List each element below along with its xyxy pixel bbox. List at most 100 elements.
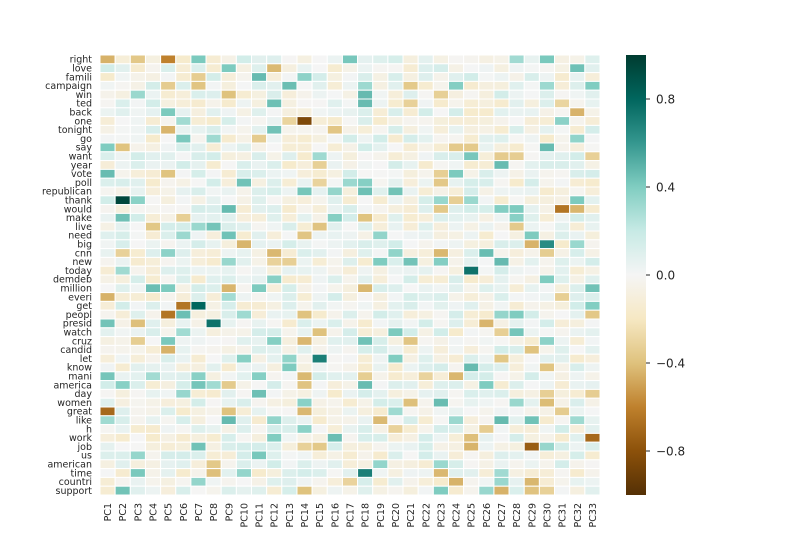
- heatmap-cell: [538, 186, 556, 197]
- column-label: PC11: [255, 503, 266, 527]
- heatmap-cell: [144, 406, 162, 417]
- heatmap-cell: [326, 63, 343, 74]
- heatmap-cell: [296, 204, 313, 214]
- heatmap-cell: [205, 362, 222, 373]
- heatmap-cell: [432, 432, 449, 443]
- heatmap-cell: [114, 72, 131, 82]
- heatmap-cell: [326, 98, 343, 109]
- heatmap-cell: [160, 133, 177, 144]
- heatmap-cell: [220, 450, 237, 461]
- heatmap-cell: [432, 397, 449, 408]
- heatmap-cell: [144, 256, 162, 267]
- heatmap-cell: [341, 424, 359, 434]
- heatmap-cell: [235, 168, 253, 179]
- heatmap-cell: [478, 318, 495, 329]
- heatmap-cell: [341, 80, 359, 91]
- row-label: go: [80, 134, 92, 145]
- heatmap-cell: [235, 424, 253, 434]
- heatmap-cell: [538, 415, 556, 426]
- heatmap-cell: [463, 476, 480, 487]
- heatmap-cell: [190, 371, 207, 382]
- heatmap-cell: [417, 292, 434, 302]
- heatmap-cell: [508, 450, 525, 461]
- heatmap-cell: [190, 142, 207, 153]
- heatmap-cell: [311, 186, 328, 197]
- heatmap-cell: [220, 54, 237, 65]
- heatmap-cell: [114, 204, 131, 214]
- heatmap-cell: [144, 318, 162, 329]
- heatmap-cell: [311, 300, 328, 311]
- heatmap-cell: [387, 415, 404, 426]
- heatmap-cell: [478, 476, 495, 487]
- row-label: candid: [60, 345, 92, 356]
- heatmap-cell: [205, 230, 222, 241]
- heatmap-cell: [554, 204, 571, 214]
- heatmap-cell: [160, 107, 177, 118]
- heatmap-cell: [447, 151, 465, 162]
- heatmap-cell: [432, 195, 449, 206]
- heatmap-cell: [266, 406, 283, 417]
- heatmap-cell: [508, 476, 525, 487]
- heatmap-cell: [372, 160, 389, 170]
- heatmap-cell: [220, 300, 237, 311]
- heatmap-cell: [478, 362, 495, 373]
- heatmap-cell: [463, 186, 480, 197]
- heatmap-cell: [584, 116, 601, 126]
- heatmap-cell: [523, 204, 540, 214]
- heatmap-cell: [235, 239, 253, 250]
- heatmap-cell: [478, 248, 495, 258]
- heatmap-cell: [266, 441, 283, 452]
- heatmap-cell: [463, 63, 480, 74]
- heatmap-cell: [402, 432, 419, 443]
- heatmap-cell: [357, 204, 374, 214]
- heatmap-cell: [326, 344, 343, 355]
- heatmap-cell: [508, 248, 525, 258]
- heatmap-cell: [372, 151, 389, 162]
- heatmap-cell: [251, 186, 268, 197]
- heatmap-cell: [205, 160, 222, 170]
- heatmap-cell: [417, 388, 434, 399]
- heatmap-cell: [508, 142, 525, 153]
- heatmap-cell: [508, 380, 525, 390]
- heatmap-cell: [538, 380, 556, 390]
- heatmap-cell: [432, 327, 449, 338]
- heatmap-cell: [129, 72, 146, 82]
- heatmap-cell: [387, 450, 404, 461]
- heatmap-cell: [417, 142, 434, 153]
- heatmap-cell: [432, 151, 449, 162]
- heatmap-cell: [569, 327, 586, 338]
- heatmap-cell: [523, 151, 540, 162]
- heatmap-cell: [114, 80, 131, 91]
- heatmap-cell: [432, 186, 449, 197]
- heatmap-cell: [251, 292, 268, 302]
- heatmap-cell: [447, 204, 465, 214]
- heatmap-cell: [99, 476, 116, 487]
- heatmap-cell: [508, 54, 525, 65]
- heatmap-cell: [235, 80, 253, 91]
- heatmap-cell: [160, 195, 177, 206]
- heatmap-cell: [387, 160, 404, 170]
- heatmap-cell: [538, 204, 556, 214]
- heatmap-cell: [326, 327, 343, 338]
- heatmap-cell: [372, 80, 389, 91]
- heatmap-cell: [266, 63, 283, 74]
- heatmap-cell: [569, 248, 586, 258]
- heatmap-cell: [326, 89, 343, 100]
- heatmap-cell: [266, 309, 283, 320]
- heatmap-cell: [387, 212, 404, 223]
- heatmap-cell: [463, 80, 480, 91]
- row-label: h: [86, 424, 92, 435]
- heatmap-cell: [160, 388, 177, 399]
- heatmap-cell: [341, 397, 359, 408]
- heatmap-cell: [99, 300, 116, 311]
- heatmap-cell: [114, 274, 131, 285]
- heatmap-cell: [296, 221, 313, 232]
- heatmap-cell: [281, 142, 298, 153]
- heatmap-cell: [311, 336, 328, 346]
- heatmap-cell: [251, 72, 268, 82]
- heatmap-cell: [235, 362, 253, 373]
- heatmap-cell: [538, 195, 556, 206]
- heatmap-cell: [190, 221, 207, 232]
- heatmap-cell: [463, 380, 480, 390]
- heatmap-cell: [447, 397, 465, 408]
